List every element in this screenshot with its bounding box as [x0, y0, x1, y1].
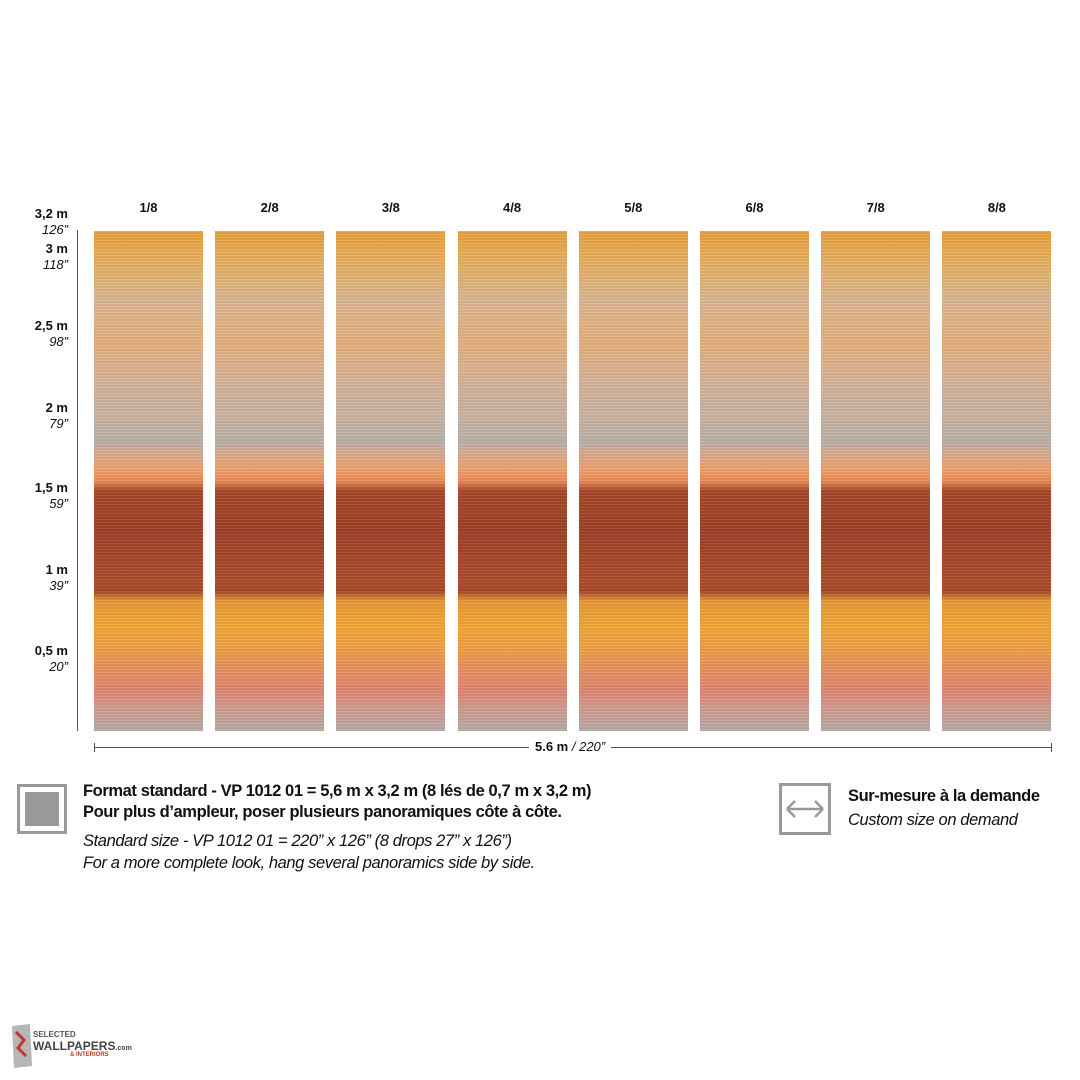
scale-imperial: 20”	[49, 659, 68, 674]
logo-roll	[12, 1024, 32, 1068]
scale-entry: 0,5 m 20”	[6, 643, 68, 675]
panel-label: 2/8	[260, 200, 279, 215]
panel	[94, 231, 203, 731]
custom-line1: Sur-mesure à la demande	[848, 787, 1040, 805]
panel	[215, 231, 325, 731]
scale-entry: 2,5 m 98”	[6, 318, 68, 350]
logo-main-wrap: WALLPAPERS.com	[33, 1039, 132, 1053]
standard-icon-fill	[25, 792, 59, 826]
scale-entry: 3,2 m 126”	[6, 206, 68, 238]
scale-imperial: 79”	[49, 416, 68, 431]
scale-imperial: 118”	[42, 257, 68, 272]
scale-metric: 2,5 m	[34, 318, 68, 333]
width-metric: 5.6 m	[535, 739, 569, 754]
scale-metric: 1 m	[45, 562, 68, 577]
panel-label: 5/8	[624, 200, 643, 215]
custom-icon-arrow	[786, 800, 824, 818]
standard-line1: Format standard - VP 1012 01 = 5,6 m x 3…	[83, 782, 592, 800]
scale-entry: 1 m 39”	[6, 562, 68, 594]
panel-label: 8/8	[987, 200, 1006, 215]
panel	[700, 231, 809, 731]
scale-entry: 3 m 118”	[6, 241, 68, 273]
scale-entry: 1,5 m 59”	[6, 480, 68, 512]
scale-imperial: 59”	[49, 496, 68, 511]
panel-label: 6/8	[745, 200, 764, 215]
panel	[942, 231, 1052, 731]
logo-suffix: .com	[115, 1045, 132, 1052]
width-tick	[94, 743, 95, 752]
custom-icon-frame	[779, 783, 831, 835]
standard-line4: For a more complete look, hang several p…	[83, 854, 535, 872]
scale-imperial: 39”	[49, 578, 68, 593]
scale-entry: 2 m 79”	[6, 400, 68, 432]
custom-line2: Custom size on demand	[848, 811, 1018, 829]
scale-imperial: 126”	[41, 222, 68, 237]
scale-metric: 2 m	[45, 400, 68, 415]
width-tick	[1051, 743, 1052, 752]
standard-icon	[17, 784, 67, 834]
custom-icon	[779, 783, 831, 835]
panel	[578, 231, 688, 731]
panel-label: 3/8	[381, 200, 400, 215]
panel	[457, 231, 567, 731]
panel-label: 7/8	[866, 200, 885, 215]
width-label: 5.6 m / 220”	[529, 739, 612, 754]
logo-mark	[12, 1024, 32, 1068]
scale-line	[77, 230, 78, 731]
panel-label: 4/8	[503, 200, 522, 215]
scale-imperial: 98”	[49, 334, 68, 349]
standard-line2: Pour plus d’ampleur, poser plusieurs pan…	[83, 803, 562, 821]
panel	[336, 231, 446, 731]
logo-main: WALLPAPERS	[33, 1039, 116, 1053]
scale-metric: 1,5 m	[34, 480, 68, 495]
scale-metric: 3 m	[45, 241, 68, 256]
logo-zigzag	[14, 1030, 28, 1058]
logo-top: SELECTED	[33, 1030, 76, 1039]
panel-label: 1/8	[139, 200, 158, 215]
panel	[821, 231, 931, 731]
logo-sub: & INTERIORS	[70, 1052, 109, 1058]
width-imperial: / 220”	[568, 739, 606, 754]
scale-metric: 3,2 m	[34, 206, 68, 221]
scale-metric: 0,5 m	[34, 643, 68, 658]
standard-line3: Standard size - VP 1012 01 = 220” x 126”…	[83, 832, 512, 850]
